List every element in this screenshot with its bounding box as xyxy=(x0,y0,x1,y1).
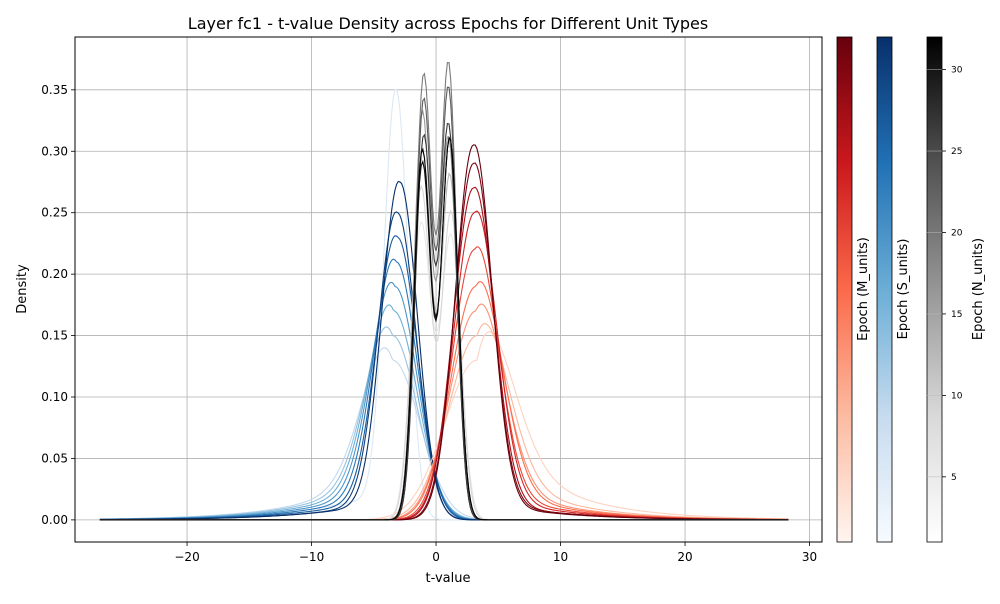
y-tick-label: 0.30 xyxy=(41,144,68,158)
x-tick-label: −10 xyxy=(299,550,324,564)
y-tick-label: 0.10 xyxy=(41,390,68,404)
y-tick-label: 0.35 xyxy=(41,83,68,97)
colorbar-s-units xyxy=(876,36,893,543)
colorbar-s-units-label: Epoch (S_units) xyxy=(896,239,911,340)
y-tick-label: 0.25 xyxy=(41,206,68,220)
y-axis-ticks: 0.00 0.05 0.10 0.15 0.20 0.25 0.30 0.35 xyxy=(41,83,75,527)
x-tick-label: 10 xyxy=(553,550,568,564)
colorbar-tick-label: 10 xyxy=(951,391,963,401)
y-tick-label: 0.15 xyxy=(41,329,68,343)
colorbar-n-units-label: Epoch (N_units) xyxy=(971,238,986,340)
density-curves xyxy=(99,61,789,521)
x-axis-ticks: −20 −10 0 10 20 30 xyxy=(174,542,817,564)
y-tick-label: 0.20 xyxy=(41,267,68,281)
x-tick-label: 30 xyxy=(802,550,817,564)
colorbar-tick-label: 5 xyxy=(951,473,957,483)
x-axis-label: t-value xyxy=(426,571,471,586)
colorbars: Epoch (M_units) Epoch (S_units) 5 10 15 20 2… xyxy=(836,36,986,543)
x-tick-label: −20 xyxy=(174,550,199,564)
y-axis-label: Density xyxy=(15,264,30,314)
colorbar-n-units xyxy=(926,36,943,543)
colorbar-n-units-ticks: 5 10 15 20 25 30 xyxy=(927,66,963,483)
colorbar-m-units xyxy=(836,36,853,543)
y-tick-label: 0.00 xyxy=(41,513,68,527)
colorbar-m-units-label: Epoch (M_units) xyxy=(856,237,871,341)
x-tick-label: 0 xyxy=(432,550,440,564)
colorbar-tick-label: 25 xyxy=(951,147,962,157)
density-curve-n-units xyxy=(99,136,789,521)
y-tick-label: 0.05 xyxy=(41,451,68,465)
x-tick-label: 20 xyxy=(677,550,692,564)
colorbar-tick-label: 30 xyxy=(951,66,963,76)
chart-title: Layer fc1 - t-value Density across Epoch… xyxy=(188,14,708,33)
grid-lines xyxy=(75,37,822,542)
plot-frame xyxy=(74,36,823,543)
colorbar-tick-label: 20 xyxy=(951,228,963,238)
colorbar-tick-label: 15 xyxy=(951,310,962,320)
